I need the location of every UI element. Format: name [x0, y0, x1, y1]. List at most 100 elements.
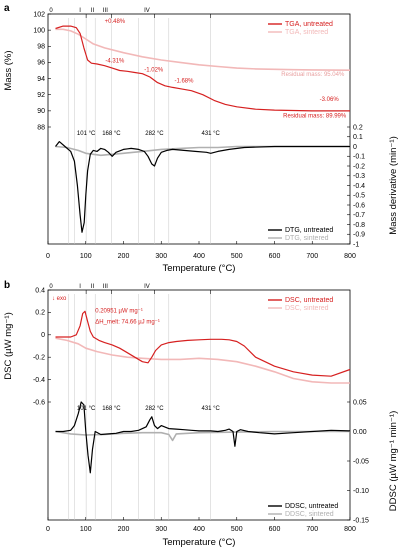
- y-tick-label: 96: [37, 60, 45, 67]
- x-tick-label: 0: [46, 253, 50, 260]
- x-tick-label: 500: [231, 526, 243, 533]
- series-line: [55, 25, 350, 112]
- stage-marker: II: [91, 284, 95, 290]
- x-tick-label: 600: [269, 253, 281, 260]
- annotation: ΔH_melt: 74.66 µJ mg⁻¹: [95, 320, 160, 326]
- annotation: Residual mass: 89.99%: [283, 113, 347, 119]
- temperature-marker-label: 168 °C: [102, 406, 121, 412]
- y-tick-label: -0.8: [353, 222, 365, 229]
- y-tick-label: 0.05: [353, 399, 367, 406]
- x-tick-label: 300: [155, 526, 167, 533]
- x-tick-label: 400: [193, 526, 205, 533]
- temperature-marker-label: 282 °C: [145, 406, 164, 412]
- y-axis-label: Mass derivative (min⁻¹): [388, 136, 399, 234]
- series-line: [55, 310, 351, 377]
- annotation: -1.02%: [144, 67, 164, 73]
- y-axis-label: DDSC (µW mg⁻¹ min⁻¹): [388, 411, 399, 511]
- y-tick-label: -0.2: [353, 163, 365, 170]
- y-tick-label: 0.2: [353, 124, 363, 131]
- legend-entry: DTG, sintered: [285, 235, 329, 242]
- y-tick-label: -0.7: [353, 212, 365, 219]
- stage-marker: IV: [144, 8, 150, 14]
- series-line: [55, 28, 351, 71]
- y-tick-label: -0.6: [33, 399, 45, 406]
- stage-marker: I: [79, 284, 81, 290]
- legend-entry: DSC, untreated: [285, 297, 333, 304]
- y-axis-label: DSC (µW mg⁻¹): [3, 312, 14, 379]
- y-tick-label: -0.4: [353, 183, 365, 190]
- x-tick-label: 800: [344, 526, 356, 533]
- x-tick-label: 800: [344, 253, 356, 260]
- annotation: -1.68%: [174, 79, 194, 85]
- y-tick-label: 100: [33, 27, 45, 34]
- x-tick-label: 300: [155, 253, 167, 260]
- legend-entry: DTG, untreated: [285, 227, 333, 234]
- x-tick-label: 100: [80, 253, 92, 260]
- legend-entry: DDSC, untreated: [285, 503, 338, 510]
- legend-entry: TGA, sintered: [285, 29, 328, 36]
- y-tick-label: 0: [353, 144, 357, 151]
- temperature-marker-label: 101 °C: [77, 406, 96, 412]
- temperature-marker-label: 431 °C: [201, 131, 220, 137]
- annotation: 0.20951 µW mg⁻¹: [95, 308, 143, 314]
- temperature-marker-label: 168 °C: [102, 131, 121, 137]
- y-tick-label: -0.2: [33, 355, 45, 362]
- y-tick-label: -0.6: [353, 202, 365, 209]
- y-tick-label: 0.2: [35, 310, 45, 317]
- series-line: [55, 141, 350, 233]
- y-tick-label: -0.10: [353, 488, 369, 495]
- y-tick-label: 0: [41, 332, 45, 339]
- x-tick-label: 100: [80, 526, 92, 533]
- y-tick-label: -0.05: [353, 458, 369, 465]
- y-tick-label: 94: [37, 76, 45, 83]
- plot-frame: [47, 289, 351, 521]
- annotation: -4.31%: [105, 58, 125, 64]
- y-tick-label: -1: [353, 241, 359, 248]
- y-tick-label: 0.4: [35, 287, 45, 294]
- y-tick-label: 0.00: [353, 429, 367, 436]
- stage-marker: IV: [144, 284, 150, 290]
- y-tick-label: -0.1: [353, 154, 365, 161]
- x-tick-label: 0: [46, 526, 50, 533]
- stage-marker: 0: [49, 284, 53, 290]
- y-axis-label: Mass (%): [3, 50, 14, 90]
- y-tick-label: 0.1: [353, 134, 363, 141]
- y-tick-label: 90: [37, 108, 45, 115]
- y-tick-label: 88: [37, 124, 45, 131]
- plot-frame: [47, 13, 351, 245]
- panel-letter: b: [4, 280, 10, 291]
- temperature-marker-label: 101 °C: [77, 131, 96, 137]
- temperature-marker-label: 431 °C: [201, 406, 220, 412]
- stage-marker: III: [103, 8, 108, 14]
- panel-letter: a: [4, 3, 10, 14]
- y-tick-label: -0.3: [353, 173, 365, 180]
- series-line: [55, 337, 350, 384]
- stage-marker: 0: [49, 8, 53, 14]
- series-line: [55, 430, 350, 442]
- y-tick-label: 102: [33, 11, 45, 18]
- y-tick-label: -0.9: [353, 232, 365, 239]
- legend-entry: DSC, sintered: [285, 305, 329, 312]
- x-axis-label: Temperature (°C): [163, 263, 236, 274]
- x-tick-label: 600: [269, 526, 281, 533]
- x-tick-label: 200: [118, 526, 130, 533]
- y-tick-label: -0.5: [353, 193, 365, 200]
- legend-entry: DDSC, sintered: [285, 511, 334, 518]
- y-tick-label: -0.15: [353, 517, 369, 524]
- annotation: +0.48%: [105, 19, 126, 25]
- x-tick-label: 500: [231, 253, 243, 260]
- x-axis-label: Temperature (°C): [163, 537, 236, 548]
- annotation: Residual mass: 95.04%: [281, 72, 345, 78]
- x-tick-label: 700: [306, 253, 318, 260]
- series-line: [55, 145, 350, 157]
- x-tick-label: 400: [193, 253, 205, 260]
- stage-marker: I: [79, 8, 81, 14]
- x-tick-label: 200: [118, 253, 130, 260]
- exo-indicator: ↓ exo: [52, 296, 67, 302]
- y-tick-label: 92: [37, 92, 45, 99]
- annotation: -3.06%: [320, 97, 340, 103]
- y-tick-label: -0.4: [33, 377, 45, 384]
